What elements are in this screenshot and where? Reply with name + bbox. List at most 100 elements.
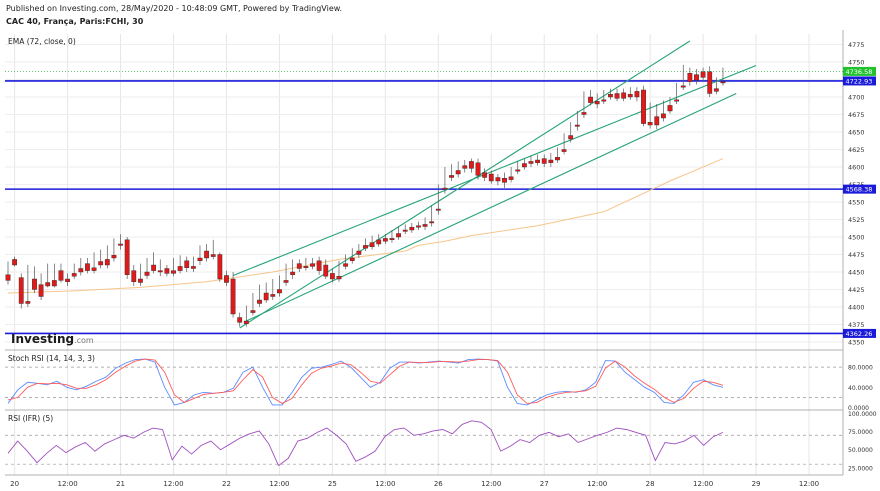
candle-body: [647, 121, 653, 126]
candles: [5, 64, 726, 327]
candle-body: [601, 99, 607, 102]
candle-body: [323, 264, 329, 277]
ema-line: [7, 158, 724, 294]
time-tick-label: 12:00: [587, 480, 607, 488]
ema-72-line: [7, 158, 724, 294]
candle-body: [515, 169, 521, 172]
candle-body: [270, 294, 276, 297]
candle-body: [409, 226, 415, 231]
candle-body: [396, 233, 401, 238]
candle-body: [124, 239, 130, 276]
logo-name: Investing: [11, 332, 74, 346]
candle-body: [45, 282, 51, 287]
price-tick-label: 4775: [848, 41, 865, 49]
grid: [5, 34, 843, 475]
candle-body: [495, 177, 501, 182]
candle-body: [316, 260, 322, 271]
trend-channel-line: [239, 40, 691, 329]
candle-body: [594, 100, 600, 105]
oscillator-tick-label: 75.0000: [848, 429, 873, 436]
time-tick-label: 12:00: [163, 480, 183, 488]
candle-body: [680, 85, 686, 88]
oscillator-tick-label: 100.0000: [848, 411, 877, 418]
candle-body: [104, 259, 110, 266]
pane-labels: EMA (72, close, 0) Stoch RSI (14, 14, 3,…: [8, 37, 95, 423]
candle-body: [197, 257, 203, 261]
candle-body: [277, 289, 282, 294]
oscillator-tick-label: 0.0000: [848, 405, 869, 412]
price-tick-label: 4450: [848, 269, 865, 277]
level-label: 4568.38: [846, 186, 873, 194]
candle-body: [363, 245, 368, 249]
candle-body: [290, 271, 296, 275]
candle-body: [51, 280, 57, 287]
price-tick-label: 4550: [848, 199, 865, 207]
candle-body: [455, 170, 461, 175]
candle-body: [588, 96, 593, 103]
level-label: 4362.26: [846, 330, 873, 338]
candle-body: [131, 270, 137, 283]
candle-body: [237, 317, 243, 323]
candle-body: [144, 271, 150, 276]
price-tick-label: 4750: [848, 59, 865, 67]
candle-body: [382, 238, 388, 242]
oscillator-series-line: [7, 358, 724, 406]
time-tick-label: 12:00: [375, 480, 395, 488]
price-tick-label: 4400: [848, 304, 865, 312]
trend-channel-line: [232, 64, 757, 277]
candle-body: [555, 156, 560, 161]
price-tick-label: 4600: [848, 164, 865, 172]
time-tick-label: 12:00: [481, 480, 501, 488]
candle-body: [561, 149, 567, 152]
candle-body: [303, 266, 309, 268]
level-label-bg: [843, 184, 876, 194]
level-label-bg: [843, 76, 876, 86]
oscillator-tick-label: 40.0000: [848, 385, 873, 392]
pane-separators: [5, 30, 844, 476]
time-tick-label: 20: [10, 480, 19, 488]
candle-body: [482, 172, 488, 178]
candle-body: [700, 71, 706, 78]
logo-suffix: .com: [74, 336, 94, 345]
candle-body: [376, 239, 382, 245]
candle-body: [25, 301, 31, 304]
candle-body: [687, 72, 693, 82]
candle-body: [184, 260, 190, 268]
oscillator-tick-label: 25.0000: [848, 465, 873, 472]
candle-body: [210, 254, 216, 257]
candle-body: [581, 112, 587, 115]
candle-body: [204, 250, 209, 259]
candle-body: [475, 162, 481, 176]
price-tick-label: 4650: [848, 129, 865, 137]
candle-body: [660, 113, 666, 119]
price-tick-label: 4500: [848, 234, 865, 242]
candle-body: [614, 93, 620, 99]
time-tick-label: 12:00: [269, 480, 289, 488]
candle-body: [296, 263, 302, 269]
candle-body: [667, 105, 673, 112]
candle-body: [5, 274, 11, 281]
candle-body: [157, 270, 163, 273]
price-axis: 4350437544004425445044754500452545504575…: [843, 41, 877, 472]
candle-body: [137, 278, 143, 283]
current-price-label: 4736.58: [846, 68, 873, 76]
candle-body: [98, 261, 104, 266]
candle-body: [528, 161, 534, 164]
oscillator-tick-label: 50.0000: [848, 447, 873, 454]
candle-body: [71, 273, 77, 277]
candle-body: [230, 278, 236, 315]
candle-body: [574, 124, 580, 127]
candle-body: [91, 267, 97, 271]
price-tick-label: 4475: [848, 251, 865, 259]
candle-body: [627, 93, 633, 98]
candle-body: [621, 92, 627, 99]
price-tick-label: 4375: [848, 321, 865, 329]
candle-body: [608, 93, 613, 98]
candle-body: [502, 177, 507, 183]
symbol-title: CAC 40, França, Paris:FCHI, 30: [6, 17, 144, 26]
price-tick-label: 4425: [848, 286, 865, 294]
candle-body: [469, 161, 474, 169]
candle-body: [488, 173, 494, 182]
candle-body: [416, 225, 421, 228]
